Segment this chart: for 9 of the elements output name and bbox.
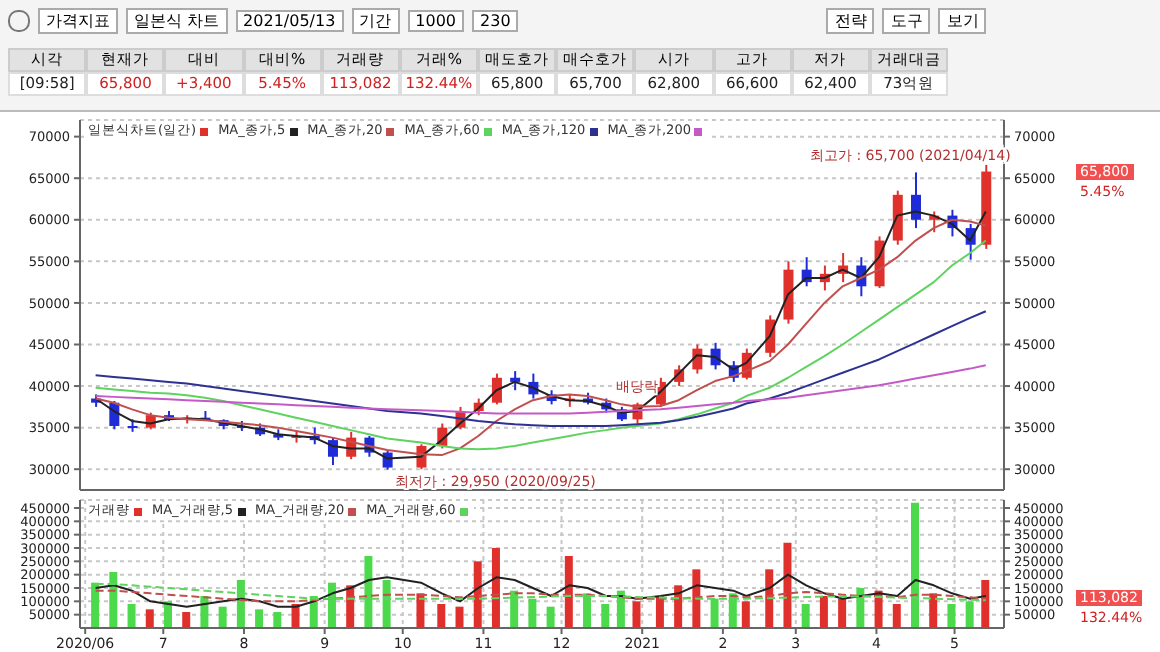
text: 보기 xyxy=(938,7,987,33)
text: 1000 xyxy=(407,9,465,31)
text: 가격지표 xyxy=(38,7,118,33)
text: 전략 xyxy=(826,7,875,33)
text: 2021/05/13 xyxy=(235,9,344,31)
text: 도구 xyxy=(882,7,931,33)
text: 일본식 차트 xyxy=(126,7,228,33)
text: 230 xyxy=(472,9,519,31)
text: 기간 xyxy=(351,7,400,33)
